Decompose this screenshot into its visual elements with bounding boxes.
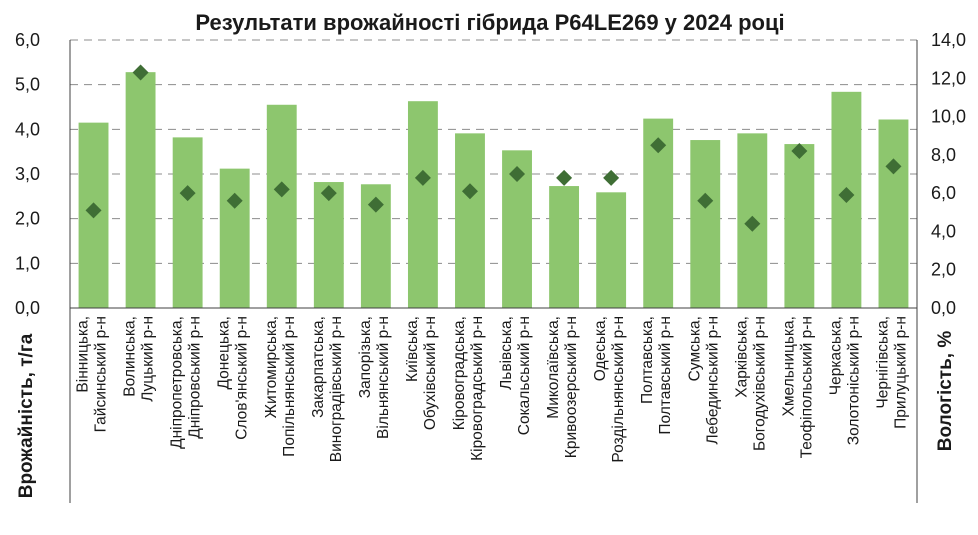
category-label: Кіровоградська,Кіровоградський р-н	[451, 316, 486, 461]
category-label: Миколаївська,Кривоозерський р-н	[545, 316, 580, 458]
category-label: Київська,Обухівський р-н	[404, 316, 439, 430]
right-tick-label: 8,0	[931, 145, 956, 165]
right-tick-label: 14,0	[931, 30, 966, 50]
yield-bar	[549, 186, 580, 308]
yield-bar	[455, 133, 485, 308]
moisture-marker	[885, 158, 902, 175]
left-axis-ticks: 0,0 1,0 2,0 3,0 4,0 5,0 6,0	[15, 30, 40, 318]
yield-bar	[172, 137, 203, 308]
left-tick-label: 0,0	[15, 298, 40, 318]
moisture-marker	[273, 181, 290, 198]
category-label: Чернігівська,Прилуцький р-н	[874, 316, 909, 429]
category-label: Дніпропетровська,Дніпровський р-н	[169, 316, 204, 449]
category-label: Волинська,Луцький р-н	[122, 316, 157, 402]
right-axis-ticks: 0,0 2,0 4,0 6,0 8,0 10,0 12,0 14,0	[931, 30, 966, 318]
right-tick-label: 6,0	[931, 183, 956, 203]
right-tick-label: 0,0	[931, 298, 956, 318]
left-axis-title: Врожайність, т/га	[16, 333, 37, 498]
category-label: Закарпатська,Виноградівський р-н	[310, 316, 345, 462]
yield-bar	[219, 168, 250, 308]
yield-bar	[407, 101, 438, 309]
right-tick-label: 4,0	[931, 221, 956, 241]
left-tick-label: 6,0	[15, 30, 40, 50]
moisture-marker	[697, 192, 714, 209]
left-tick-label: 1,0	[15, 253, 40, 273]
left-tick-label: 5,0	[15, 75, 40, 95]
right-axis-title: Вологість, %	[935, 331, 956, 452]
category-label: Сумська,Лебединський р-н	[686, 316, 721, 444]
yield-bar	[125, 72, 156, 308]
category-label: Одеська,Роздільнянський р-н	[592, 316, 627, 463]
yield-bar	[313, 182, 344, 308]
moisture-marker	[226, 192, 243, 209]
category-label: Донецька,Слов'янський р-н	[216, 316, 251, 440]
moisture-marker	[461, 183, 478, 200]
category-label: Харківська,Богодухівський р-н	[733, 316, 768, 451]
right-tick-label: 10,0	[931, 107, 966, 127]
left-tick-label: 3,0	[15, 164, 40, 184]
category-label: Львівська,Сокальський р-н	[498, 316, 533, 435]
moisture-marker	[650, 137, 667, 154]
moisture-marker	[367, 196, 384, 213]
yield-bar	[690, 140, 721, 308]
category-label: Черкаська,Золотоніський р-н	[827, 316, 862, 445]
category-label: Житомирська,Попільнянський р-н	[263, 316, 298, 457]
left-tick-label: 4,0	[15, 119, 40, 139]
chart-title: Результати врожайності гібрида P64LE269 …	[195, 10, 784, 35]
moisture-marker	[603, 169, 620, 186]
right-tick-label: 2,0	[931, 260, 956, 280]
moisture-marker	[509, 166, 526, 182]
category-label: Хмельницька,Теофіпольський р-н	[780, 316, 815, 458]
moisture-markers	[85, 64, 902, 232]
left-tick-label: 2,0	[15, 209, 40, 229]
moisture-marker	[320, 185, 337, 202]
yield-bar	[596, 192, 627, 308]
yield-bar	[784, 144, 815, 308]
moisture-marker	[179, 185, 196, 202]
category-label: Вінницька,Гайсинський р-н	[75, 316, 110, 432]
moisture-marker	[556, 169, 573, 186]
moisture-marker	[85, 202, 102, 219]
yield-bar	[878, 119, 909, 308]
right-tick-label: 12,0	[931, 68, 966, 88]
moisture-marker	[414, 169, 431, 186]
moisture-marker	[744, 215, 761, 232]
category-label: Полтавська,Полтавський р-н	[639, 316, 674, 435]
yield-bars	[78, 72, 909, 309]
category-label: Запорізька,Вільнянський р-н	[357, 316, 392, 439]
moisture-marker	[838, 187, 855, 204]
yield-bar	[266, 104, 297, 309]
moisture-marker	[791, 143, 808, 160]
grid-lines	[70, 39, 917, 264]
category-labels: Вінницька,Гайсинський р-н Волинська,Луцьк…	[75, 316, 910, 463]
moisture-marker	[132, 64, 149, 81]
